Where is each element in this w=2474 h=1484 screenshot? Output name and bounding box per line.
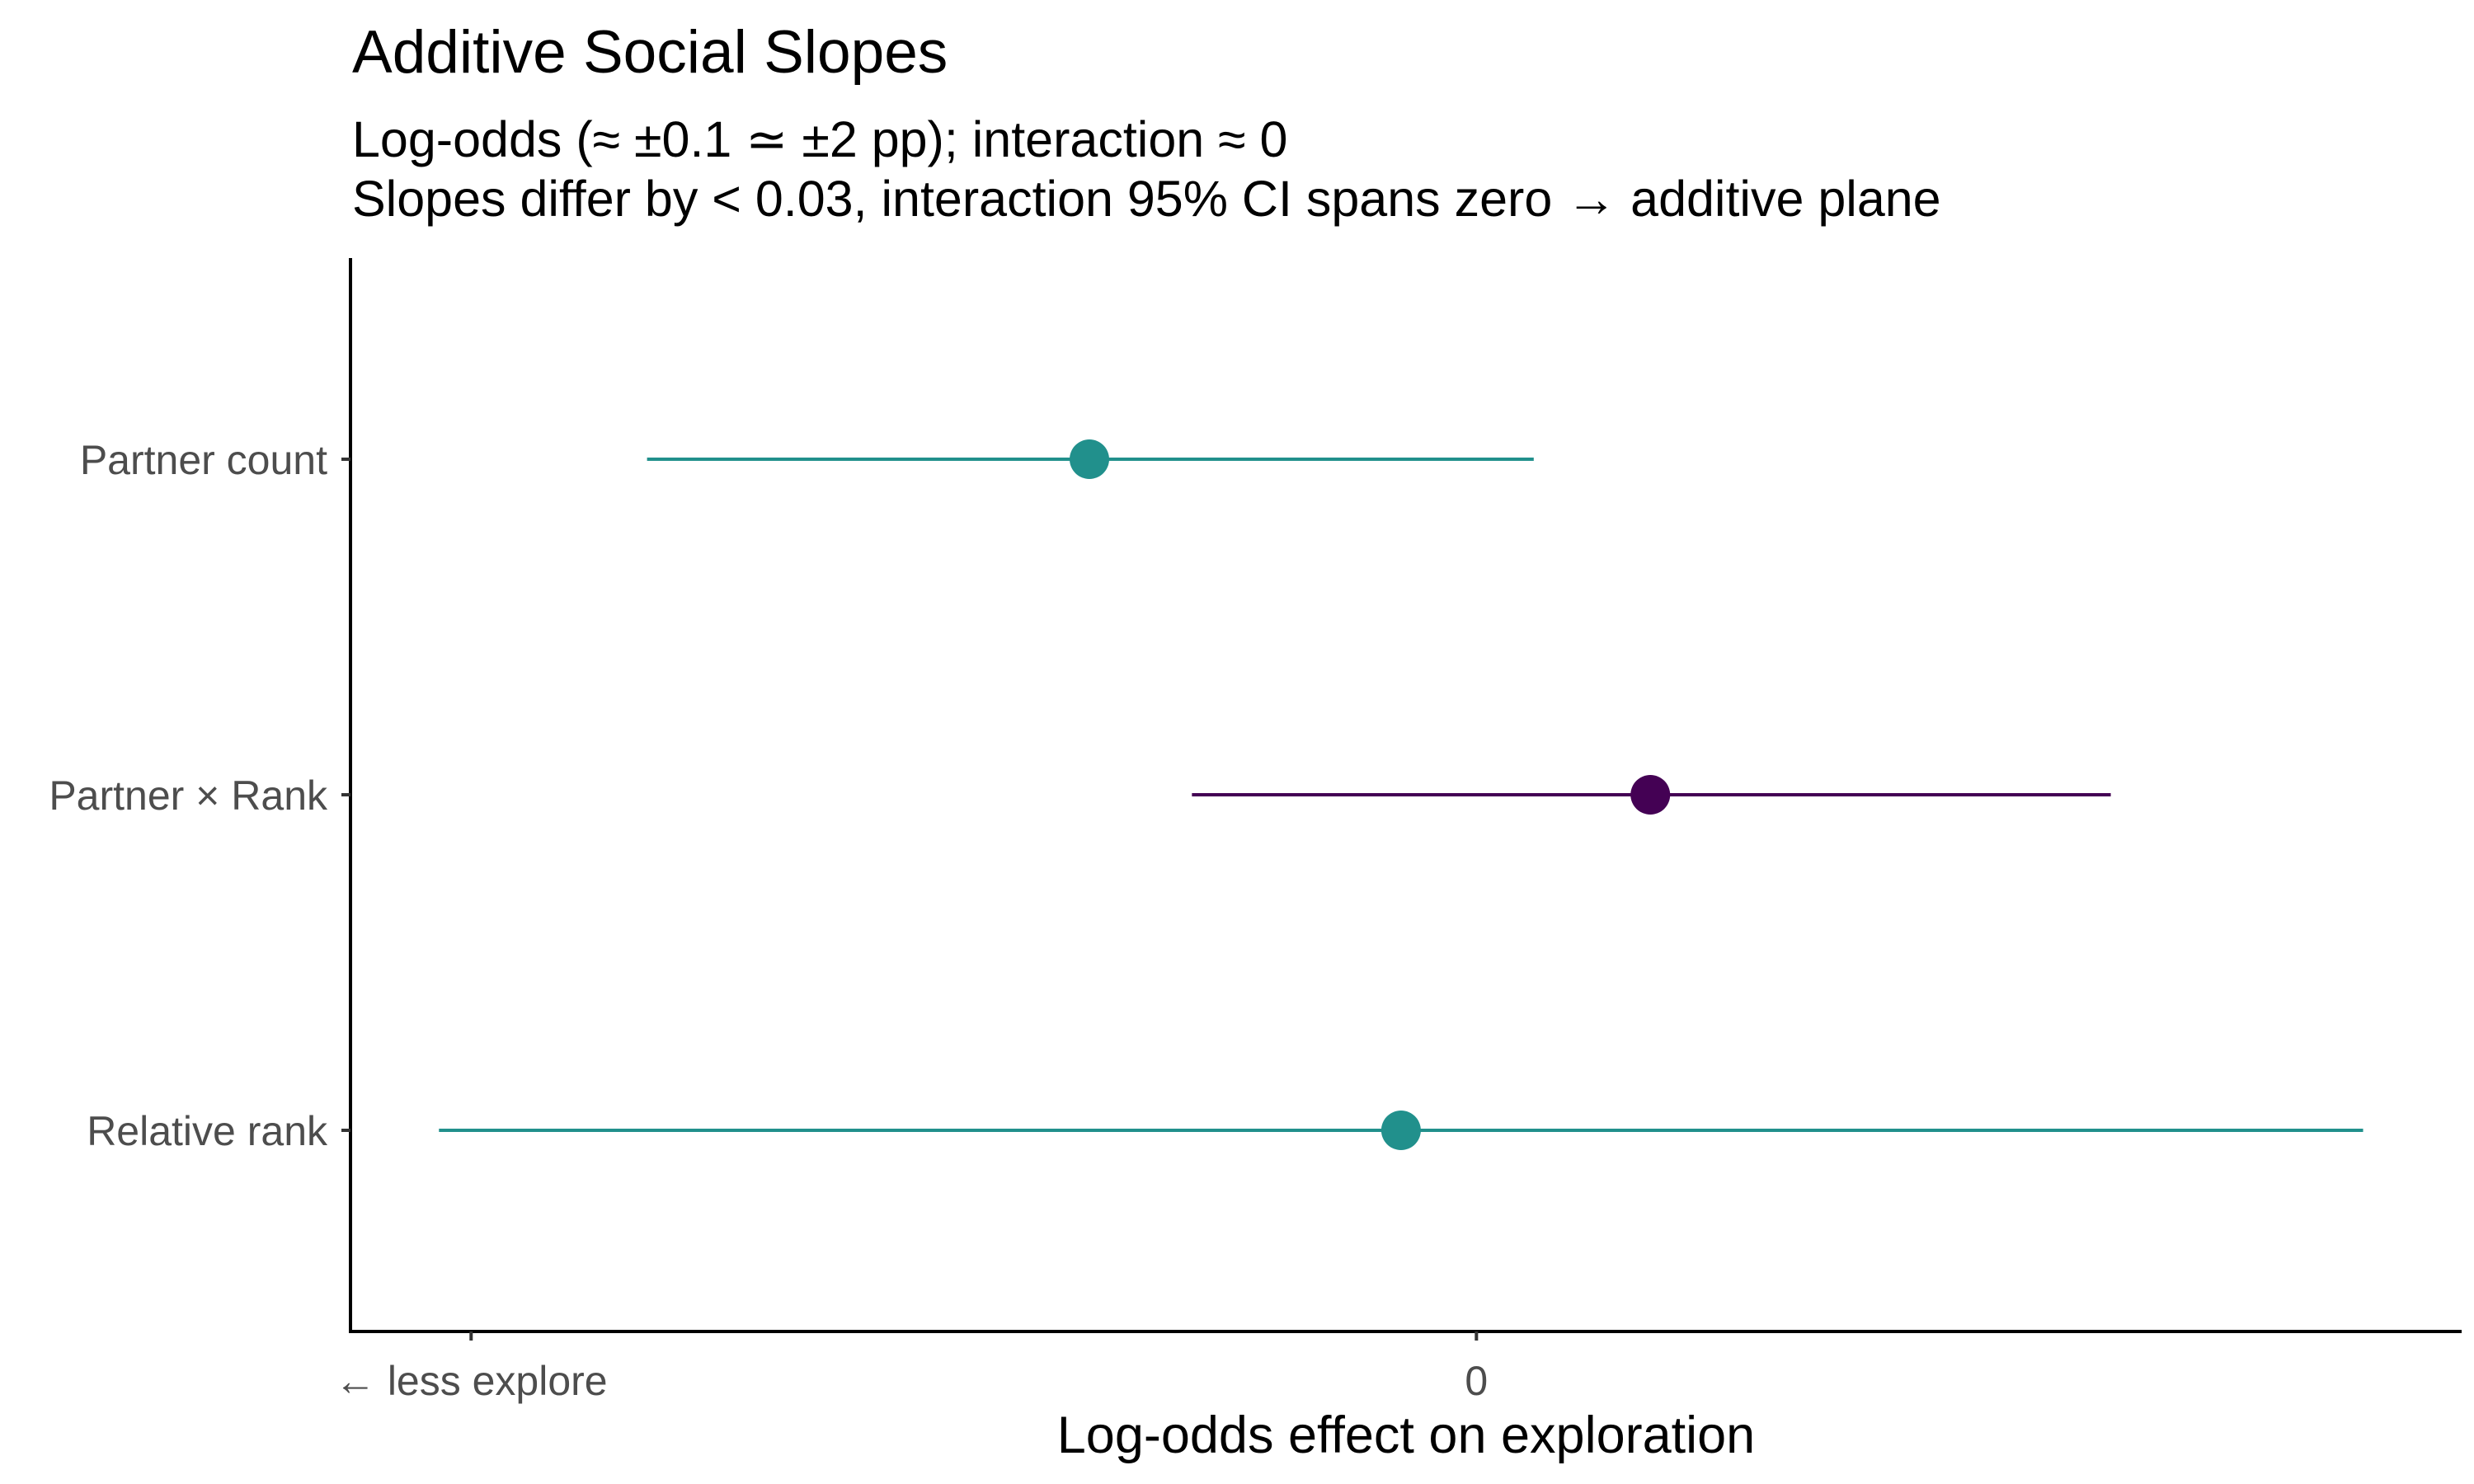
y-tick-label: Partner × Rank (49, 773, 328, 819)
y-tick-label: Partner count (80, 437, 327, 483)
x-tick-label: ← less explore (335, 1358, 608, 1404)
point-estimate (1380, 1111, 1421, 1150)
chart-title: Additive Social Slopes (352, 19, 948, 86)
y-tick-label: Relative rank (87, 1108, 328, 1154)
chart-subtitle-line-1: Log-odds (≈ ±0.1 ≃ ±2 pp); interaction ≈… (352, 111, 1288, 167)
point-estimate (1070, 439, 1109, 479)
plot-area (439, 439, 2363, 1150)
x-tick-label: 0 (1465, 1358, 1488, 1404)
x-axis-label: Log-odds effect on exploration (1057, 1407, 1755, 1464)
point-estimate (1630, 775, 1671, 815)
chart-subtitle-line-2: Slopes differ by < 0.03, interaction 95%… (352, 171, 1941, 227)
